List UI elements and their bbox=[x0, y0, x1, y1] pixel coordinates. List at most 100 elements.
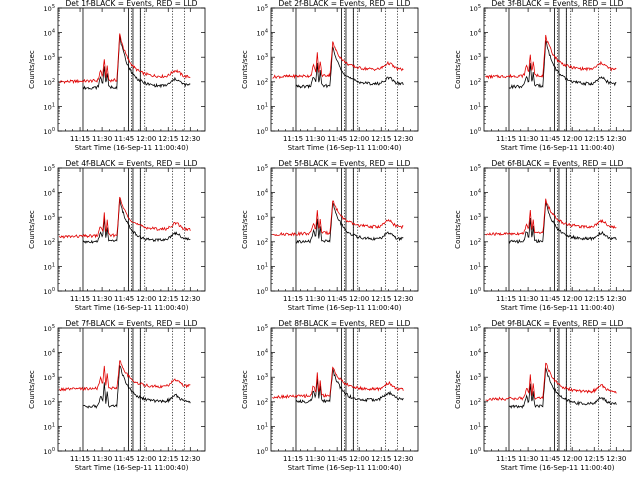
y-tick-label: 103 bbox=[44, 53, 55, 62]
lld-series-line bbox=[485, 34, 617, 80]
x-axis-label: Start Time (16-Sep-11 11:00:40) bbox=[288, 464, 402, 472]
y-tick-label: 103 bbox=[257, 373, 268, 382]
events-series-line bbox=[295, 368, 404, 404]
x-tick-label: 12:30 bbox=[606, 295, 626, 303]
y-tick-label: 100 bbox=[44, 287, 55, 296]
x-axis-label: Start Time (16-Sep-11 11:00:40) bbox=[75, 464, 189, 472]
y-tick-label: 104 bbox=[257, 189, 268, 198]
x-tick-label: 12:15 bbox=[584, 455, 604, 463]
y-tick-label: 102 bbox=[44, 238, 55, 247]
x-tick-label: 11:45 bbox=[327, 455, 347, 463]
y-tick-label: 100 bbox=[470, 447, 481, 456]
x-tick-label: 12:30 bbox=[393, 135, 413, 143]
y-tick-label: 102 bbox=[470, 398, 481, 407]
detector-panel-3: Det 3f-BLACK = Events, RED = LLD 11:15 11:… bbox=[426, 0, 639, 160]
x-tick-label: 12:30 bbox=[180, 295, 200, 303]
y-tick-label: 100 bbox=[257, 447, 268, 456]
panel-title: Det 8f-BLACK = Events, RED = LLD bbox=[279, 320, 411, 328]
y-tick-label: 101 bbox=[44, 422, 55, 431]
detector-panel-4: Det 4f-BLACK = Events, RED = LLD 11:15 11:… bbox=[0, 159, 213, 320]
x-tick-label: 11:15 bbox=[70, 295, 90, 303]
events-series-line bbox=[82, 364, 191, 409]
x-tick-label: 12:30 bbox=[393, 455, 413, 463]
events-series-line bbox=[508, 39, 617, 90]
y-tick-label: 101 bbox=[257, 422, 268, 431]
panel-title: Det 6f-BLACK = Events, RED = LLD bbox=[492, 160, 624, 168]
y-tick-label: 103 bbox=[257, 53, 268, 62]
y-tick-label: 104 bbox=[257, 29, 268, 38]
events-series-line bbox=[508, 367, 617, 409]
x-tick-label: 11:30 bbox=[305, 455, 325, 463]
x-tick-label: 12:00 bbox=[136, 135, 156, 143]
y-tick-label: 100 bbox=[470, 287, 481, 296]
lld-series-line bbox=[485, 198, 617, 236]
x-tick-label: 12:00 bbox=[349, 455, 369, 463]
y-tick-label: 103 bbox=[470, 53, 481, 62]
y-tick-label: 105 bbox=[44, 164, 55, 173]
x-tick-label: 12:15 bbox=[371, 455, 391, 463]
detector-panel-9: Det 9f-BLACK = Events, RED = LLD 11:15 11:… bbox=[426, 319, 639, 480]
x-tick-label: 12:30 bbox=[606, 455, 626, 463]
x-tick-label: 11:30 bbox=[305, 295, 325, 303]
y-axis-label: Counts/sec bbox=[28, 210, 36, 249]
y-tick-label: 102 bbox=[257, 398, 268, 407]
x-tick-label: 12:00 bbox=[136, 295, 156, 303]
x-axis-label: Start Time (16-Sep-11 11:00:40) bbox=[75, 144, 189, 152]
x-axis-label: Start Time (16-Sep-11 11:00:40) bbox=[75, 304, 189, 312]
x-tick-label: 12:15 bbox=[371, 295, 391, 303]
panel-title: Det 9f-BLACK = Events, RED = LLD bbox=[492, 320, 624, 328]
x-tick-label: 11:30 bbox=[92, 455, 112, 463]
y-tick-label: 102 bbox=[470, 238, 481, 247]
x-tick-label: 12:30 bbox=[606, 135, 626, 143]
panel-title: Det 2f-BLACK = Events, RED = LLD bbox=[279, 0, 411, 8]
x-axis-label: Start Time (16-Sep-11 11:00:40) bbox=[501, 464, 615, 472]
x-tick-label: 12:15 bbox=[158, 295, 178, 303]
x-tick-label: 12:30 bbox=[393, 295, 413, 303]
lld-series-line bbox=[272, 41, 404, 80]
x-tick-label: 11:45 bbox=[114, 295, 134, 303]
x-tick-label: 11:30 bbox=[92, 135, 112, 143]
x-tick-label: 12:15 bbox=[584, 295, 604, 303]
y-tick-label: 104 bbox=[470, 189, 481, 198]
x-tick-label: 11:15 bbox=[496, 455, 516, 463]
detector-panel-8: Det 8f-BLACK = Events, RED = LLD 11:15 11:… bbox=[213, 319, 426, 480]
x-tick-label: 11:15 bbox=[496, 135, 516, 143]
y-tick-label: 101 bbox=[470, 102, 481, 111]
x-tick-label: 12:00 bbox=[562, 455, 582, 463]
y-tick-label: 105 bbox=[44, 4, 55, 13]
x-tick-label: 11:45 bbox=[327, 295, 347, 303]
x-tick-label: 11:30 bbox=[305, 135, 325, 143]
y-tick-label: 101 bbox=[257, 262, 268, 271]
y-tick-label: 103 bbox=[470, 213, 481, 222]
y-axis-label: Counts/sec bbox=[454, 370, 462, 409]
events-series-line bbox=[295, 46, 404, 90]
y-tick-label: 105 bbox=[470, 4, 481, 13]
y-axis-label: Counts/sec bbox=[454, 50, 462, 89]
x-tick-label: 12:00 bbox=[136, 455, 156, 463]
x-tick-label: 11:45 bbox=[540, 455, 560, 463]
detector-panel-2: Det 2f-BLACK = Events, RED = LLD 11:15 11:… bbox=[213, 0, 426, 160]
y-tick-label: 103 bbox=[470, 373, 481, 382]
y-axis-label: Counts/sec bbox=[28, 50, 36, 89]
x-tick-label: 12:00 bbox=[562, 135, 582, 143]
x-axis-label: Start Time (16-Sep-11 11:00:40) bbox=[288, 144, 402, 152]
y-tick-label: 102 bbox=[44, 78, 55, 87]
x-tick-label: 12:15 bbox=[584, 135, 604, 143]
y-tick-label: 100 bbox=[257, 287, 268, 296]
y-tick-label: 104 bbox=[470, 349, 481, 358]
y-tick-label: 101 bbox=[470, 422, 481, 431]
x-axis-label: Start Time (16-Sep-11 11:00:40) bbox=[501, 304, 615, 312]
y-tick-label: 105 bbox=[257, 164, 268, 173]
y-tick-label: 103 bbox=[44, 373, 55, 382]
y-tick-label: 103 bbox=[257, 213, 268, 222]
x-tick-label: 12:15 bbox=[158, 455, 178, 463]
y-tick-label: 101 bbox=[44, 262, 55, 271]
x-tick-label: 11:30 bbox=[518, 455, 538, 463]
y-tick-label: 100 bbox=[257, 127, 268, 136]
x-tick-label: 11:15 bbox=[496, 295, 516, 303]
